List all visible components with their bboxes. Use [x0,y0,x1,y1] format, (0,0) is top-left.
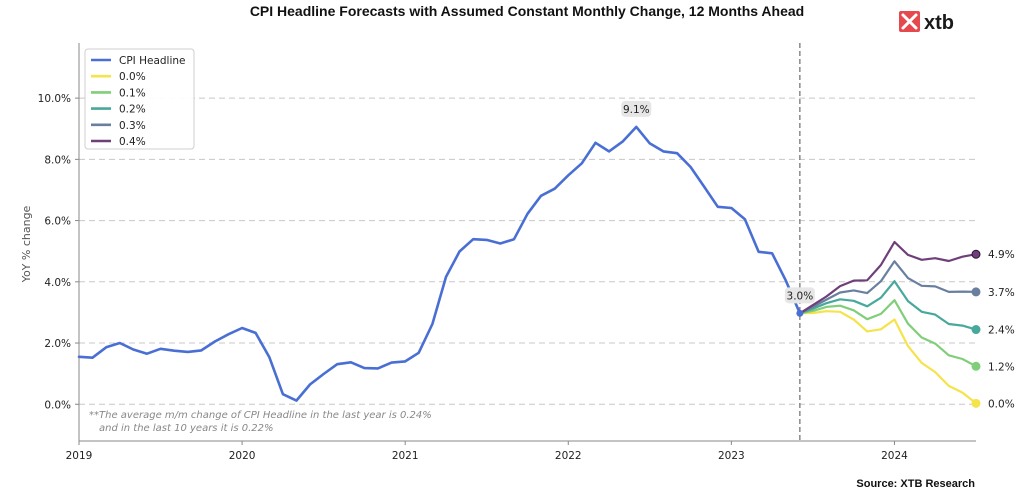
logo-x-icon [901,13,918,30]
x-tick-label-3: 2022 [555,450,582,462]
series-line-4 [798,260,978,315]
end-label-1: 3.7% [988,287,1015,299]
headline-end-marker [796,309,804,317]
note-line-2: and in the last 10 years it is 0.22% [99,423,274,434]
x-tick-label-5: 2024 [881,450,908,462]
x-tick-label-1: 2020 [229,450,256,462]
annotation-label-1: 3.0% [787,290,814,302]
x-tick-label-0: 2019 [66,450,93,462]
end-marker-2 [971,325,981,335]
legend: CPI Headline 0.0% 0.1% 0.2% 0.3% 0.4% [84,48,195,150]
axes [78,43,976,442]
grid-lines [79,97,976,405]
x-axis-ticks: 2019 2020 2021 2022 2023 2024 [66,441,908,462]
footnote: **The average m/m change of CPI Headline… [89,410,432,434]
series-line-2 [798,299,978,368]
legend-label-4: 0.3% [119,120,146,132]
legend-label-0: CPI Headline [119,55,186,67]
end-label-2: 2.4% [988,325,1015,337]
y-axis-ticks: 0.0% 2.0% 4.0% 6.0% 8.0% 10.0% [38,93,79,411]
legend-label-1: 0.0% [119,71,146,83]
end-label-3: 1.2% [988,361,1015,373]
chart-title: CPI Headline Forecasts with Assumed Cons… [250,3,804,19]
legend-label-5: 0.4% [119,136,146,148]
y-tick-label-1: 2.0% [44,338,71,350]
logo-text: xtb [924,12,954,34]
end-markers [796,249,981,408]
end-marker-1 [971,361,981,371]
end-marker-0 [971,398,981,408]
y-axis-label: YoY % change [20,205,33,283]
xtb-logo: xtb [899,11,954,34]
y-tick-label-0: 0.0% [44,399,71,411]
y-tick-label-4: 8.0% [44,154,71,166]
y-tick-label-2: 4.0% [44,277,71,289]
annotation-box-1 [784,287,815,304]
series-line-0 [77,125,802,402]
end-label-4: 0.0% [988,398,1015,410]
end-labels: 4.9% 3.7% 2.4% 1.2% 0.0% [988,249,1015,410]
series-lines [77,125,978,405]
source-label: Source: XTB Research [856,478,975,490]
series-line-5 [798,240,978,315]
end-marker-4 [971,249,981,259]
y-tick-label-3: 6.0% [44,216,71,228]
series-line-1 [798,310,978,405]
legend-label-2: 0.1% [119,87,146,99]
annotation-box-0 [621,100,652,117]
y-tick-label-5: 10.0% [38,93,71,105]
legend-box [84,48,195,150]
annotation-label-0: 9.1% [623,104,650,116]
annotations: 9.1% 3.0% [621,100,815,304]
legend-label-3: 0.2% [119,104,146,116]
end-label-0: 4.9% [988,249,1015,261]
x-tick-label-2: 2021 [392,450,419,462]
x-tick-label-4: 2023 [718,450,745,462]
end-marker-3 [971,287,981,297]
series-line-3 [798,280,978,331]
note-line-1: **The average m/m change of CPI Headline… [89,410,432,421]
